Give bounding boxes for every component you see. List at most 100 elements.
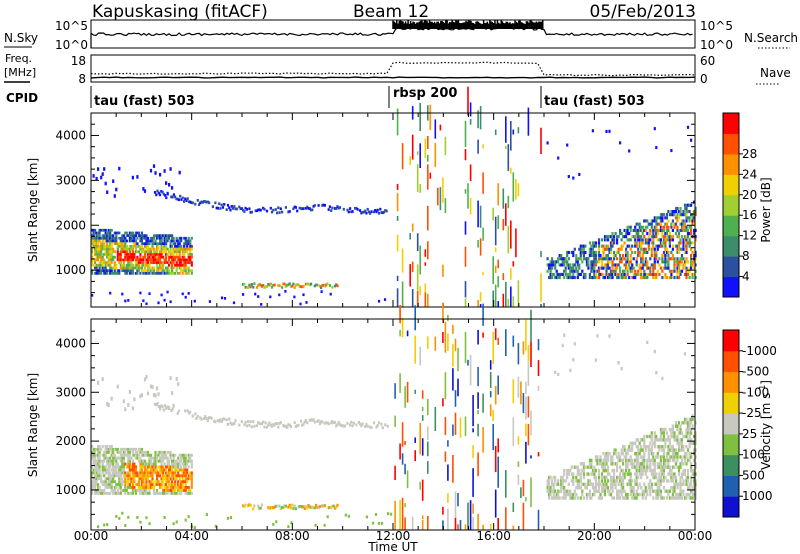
data-cell: [326, 515, 329, 519]
data-cell: [497, 375, 499, 395]
data-cell: [187, 200, 191, 204]
data-cell: [673, 225, 676, 229]
data-cell: [656, 238, 659, 242]
data-cell: [688, 458, 691, 463]
data-cell: [659, 445, 662, 449]
data-cell: [665, 213, 668, 217]
data-cell: [619, 247, 622, 251]
data-cell: [686, 427, 690, 432]
data-cell: [184, 263, 187, 267]
data-cell: [549, 489, 552, 493]
data-cell: [641, 455, 644, 459]
data-cell: [155, 258, 159, 262]
data-cell: [442, 398, 444, 407]
data-cell: [187, 272, 190, 275]
data-cell: [98, 456, 101, 460]
data-cell: [128, 245, 131, 248]
data-cell: [229, 516, 233, 519]
y-tick-label: 2000: [55, 434, 86, 448]
data-cell: [97, 468, 100, 472]
data-cell: [590, 465, 593, 469]
data-cell: [585, 496, 588, 500]
data-cell: [606, 486, 610, 490]
data-cell: [174, 480, 177, 484]
data-cell: [103, 228, 106, 232]
data-cell: [145, 450, 148, 454]
data-cell: [318, 505, 321, 508]
data-cell: [103, 247, 106, 251]
data-cell: [641, 263, 644, 267]
data-cell: [566, 475, 569, 480]
data-cell: [682, 241, 685, 245]
data-cell: [641, 238, 644, 242]
data-cell: [551, 479, 554, 483]
data-cell: [505, 470, 507, 498]
data-cell: [588, 482, 591, 486]
data-cell: [594, 455, 597, 459]
data-cell: [165, 489, 168, 492]
data-cell: [640, 241, 643, 245]
data-cell: [634, 272, 637, 276]
data-cell: [613, 475, 616, 480]
data-cell: [184, 477, 187, 481]
data-cell: [171, 480, 174, 484]
data-cell: [94, 456, 97, 460]
data-cell: [658, 445, 661, 449]
data-cell: [171, 453, 174, 457]
data-cell: [566, 250, 569, 254]
data-cell: [606, 247, 610, 251]
data-cell: [151, 486, 154, 489]
data-cell: [97, 236, 100, 240]
cpid-segment-2: rbsp 200: [393, 86, 457, 101]
data-cell: [242, 283, 245, 286]
data-cell: [673, 486, 676, 490]
data-cell: [507, 298, 510, 307]
data-cell: [125, 258, 128, 262]
data-cell: [259, 208, 262, 212]
nave-line: [90, 61, 696, 77]
data-cell: [643, 462, 646, 466]
data-cell: [122, 269, 125, 272]
data-cell: [175, 247, 178, 251]
data-cell: [662, 250, 665, 254]
data-cell: [106, 483, 109, 486]
data-cell: [104, 253, 107, 256]
data-cell: [664, 257, 667, 261]
data-cell: [146, 462, 150, 466]
data-cell: [127, 299, 130, 302]
data-cell: [98, 239, 101, 243]
data-cell: [665, 489, 668, 493]
data-cell: [638, 250, 641, 254]
data-cell: [582, 462, 585, 466]
data-cell: [452, 325, 454, 334]
data-cell: [242, 208, 245, 212]
data-cell: [424, 138, 427, 158]
data-cell: [653, 216, 656, 220]
data-cell: [104, 477, 107, 481]
data-cell: [91, 242, 94, 245]
freq-unit: [MHz]: [4, 66, 36, 79]
data-cell: [597, 238, 601, 242]
data-cell: [101, 242, 104, 245]
data-cell: [103, 167, 106, 171]
data-cell: [683, 235, 687, 239]
data-cell: [676, 272, 679, 276]
data-cell: [594, 272, 597, 276]
data-cell: [394, 415, 396, 427]
data-cell: [159, 234, 162, 237]
data-cell: [674, 451, 678, 456]
data-cell: [434, 406, 437, 431]
data-cell: [659, 244, 662, 248]
data-cell: [107, 258, 110, 262]
data-cell: [609, 244, 613, 248]
data-cell: [693, 472, 696, 476]
data-cell: [109, 445, 112, 448]
data-cell: [124, 480, 127, 484]
data-cell: [127, 261, 130, 264]
data-cell: [186, 266, 189, 270]
data-cell: [685, 210, 688, 214]
data-cell: [298, 206, 301, 210]
data-cell: [691, 472, 694, 476]
data-cell: [155, 253, 159, 256]
data-cell: [677, 421, 681, 425]
